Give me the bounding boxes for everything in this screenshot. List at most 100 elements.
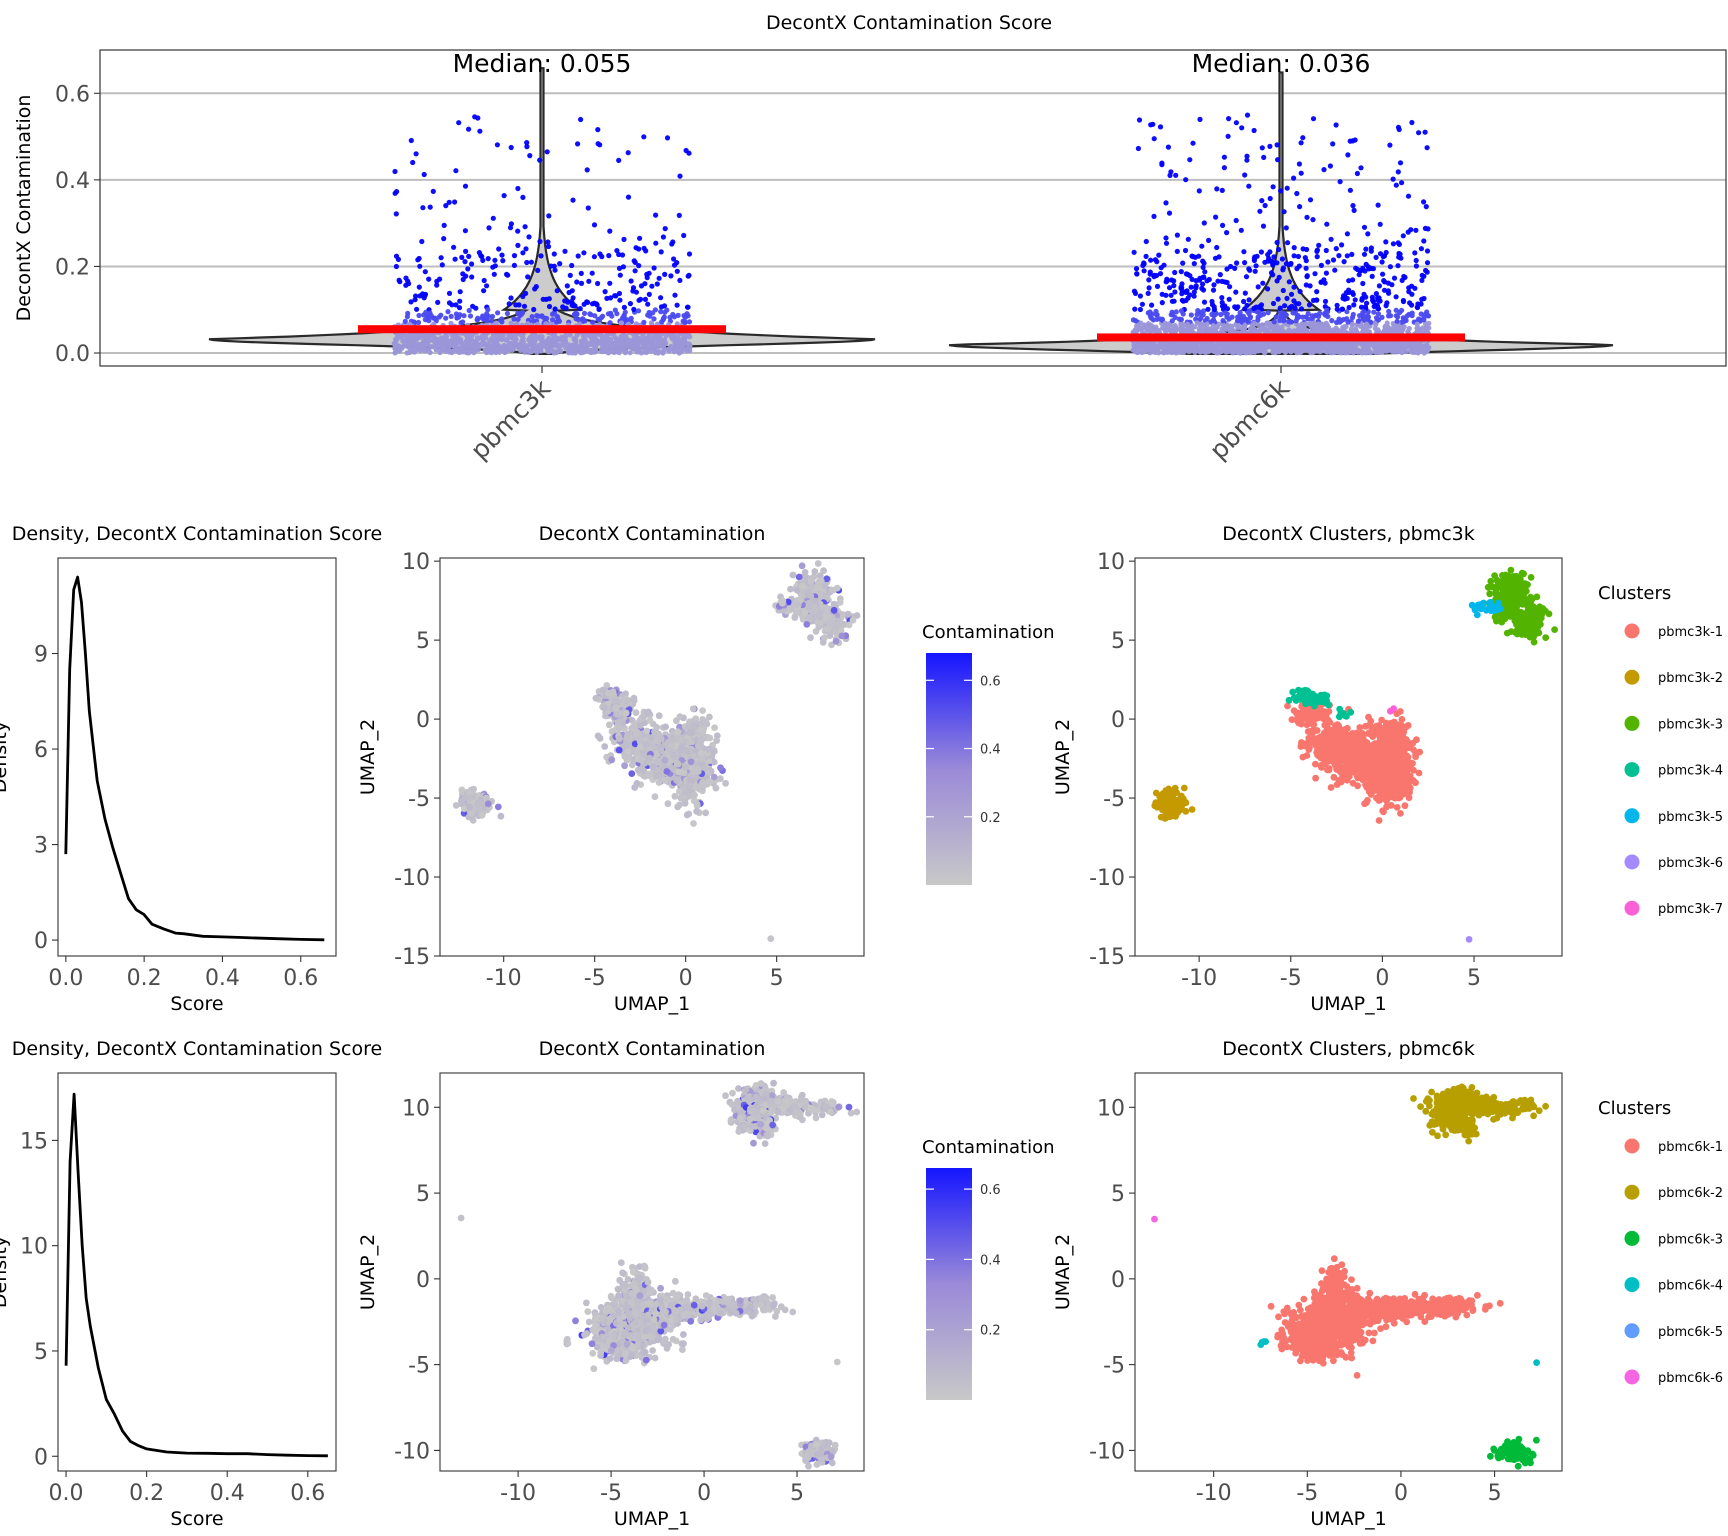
jitter-point [1361, 224, 1368, 230]
jitter-point [1233, 120, 1239, 126]
jitter-point [1375, 202, 1381, 208]
jitter-point [475, 336, 481, 342]
jitter-point [1383, 342, 1390, 348]
jitter-point [607, 320, 613, 326]
jitter-point [578, 116, 584, 123]
umap-point [606, 721, 613, 729]
jitter-point [1393, 294, 1399, 300]
jitter-point [552, 267, 558, 273]
umap-point [661, 756, 669, 764]
umap-point [657, 747, 665, 755]
umap-point [638, 756, 645, 764]
umap-point [699, 707, 706, 714]
jitter-point [1349, 251, 1355, 257]
umap-point [643, 741, 650, 748]
jitter-point [570, 302, 576, 309]
x-tick-label: 0.0 [49, 1481, 84, 1506]
jitter-point [1275, 157, 1281, 163]
jitter-point [1315, 321, 1321, 327]
jitter-point [1423, 326, 1429, 332]
jitter-point [546, 296, 552, 302]
jitter-point [620, 264, 627, 270]
x-tick-label: 0.6 [283, 966, 318, 991]
jitter-point [465, 334, 471, 340]
x-axis-label: UMAP_1 [614, 993, 690, 1015]
jitter-point [457, 298, 463, 304]
jitter-point [1145, 290, 1151, 296]
jitter-point [569, 262, 575, 269]
jitter-point [1368, 319, 1374, 325]
jitter-point [545, 239, 551, 245]
jitter-point [1255, 284, 1261, 290]
jitter-point [1363, 261, 1369, 267]
jitter-point [619, 252, 626, 258]
jitter-point [1357, 313, 1363, 319]
jitter-point [1217, 272, 1223, 278]
jitter-point [627, 350, 633, 356]
jitter-point [586, 333, 592, 339]
jitter-point [410, 339, 416, 345]
jitter-point [441, 345, 447, 351]
jitter-point [563, 305, 569, 311]
jitter-point [591, 349, 597, 355]
umap-point [674, 760, 682, 768]
jitter-point [1233, 217, 1239, 224]
jitter-point [621, 304, 628, 310]
jitter-point [607, 280, 613, 286]
jitter-point [1286, 343, 1292, 349]
jitter-point [1358, 165, 1364, 171]
jitter-point [1131, 288, 1138, 294]
y-tick-label: 0.0 [55, 342, 90, 367]
jitter-point [1377, 221, 1383, 227]
jitter-point [1146, 285, 1152, 291]
jitter-point [1342, 294, 1348, 300]
jitter-point [527, 342, 533, 348]
jitter-point [1148, 257, 1154, 263]
y-tick-label: 9 [34, 643, 48, 668]
jitter-point [1201, 274, 1207, 280]
jitter-point [581, 334, 587, 340]
jitter-point [397, 279, 403, 285]
jitter-point [1260, 280, 1266, 286]
jitter-point [1341, 341, 1347, 347]
umap-point [685, 792, 693, 800]
umap-point [693, 800, 701, 808]
jitter-point [625, 150, 631, 156]
jitter-point [466, 126, 472, 132]
jitter-point [581, 250, 587, 256]
umap-point [663, 768, 671, 775]
jitter-point [410, 346, 416, 352]
jitter-point [479, 253, 485, 260]
jitter-point [1399, 180, 1405, 186]
jitter-point [592, 313, 598, 319]
jitter-point [1235, 349, 1241, 355]
jitter-point [687, 344, 693, 351]
jitter-point [1173, 309, 1179, 315]
jitter-point [1212, 311, 1219, 317]
jitter-point [573, 310, 579, 316]
jitter-point [1255, 317, 1261, 323]
jitter-point [437, 276, 443, 282]
jitter-point [1393, 327, 1399, 333]
jitter-point [604, 295, 610, 301]
jitter-point [1221, 165, 1227, 171]
jitter-point [1372, 325, 1378, 331]
jitter-point [661, 345, 667, 351]
jitter-point [393, 263, 399, 270]
jitter-point [566, 350, 572, 356]
jitter-point [1188, 284, 1194, 290]
jitter-point [635, 344, 641, 350]
jitter-point [1312, 271, 1318, 277]
jitter-point [652, 307, 659, 313]
jitter-point [551, 341, 557, 347]
jitter-point [1330, 141, 1336, 147]
jitter-point [524, 144, 530, 150]
jitter-point [580, 316, 586, 322]
jitter-point [529, 349, 535, 355]
jitter-point [1172, 269, 1178, 276]
jitter-point [1276, 274, 1282, 280]
jitter-point [1136, 346, 1142, 353]
jitter-point [1400, 298, 1407, 305]
umap-point [649, 763, 657, 771]
jitter-point [1250, 349, 1257, 355]
